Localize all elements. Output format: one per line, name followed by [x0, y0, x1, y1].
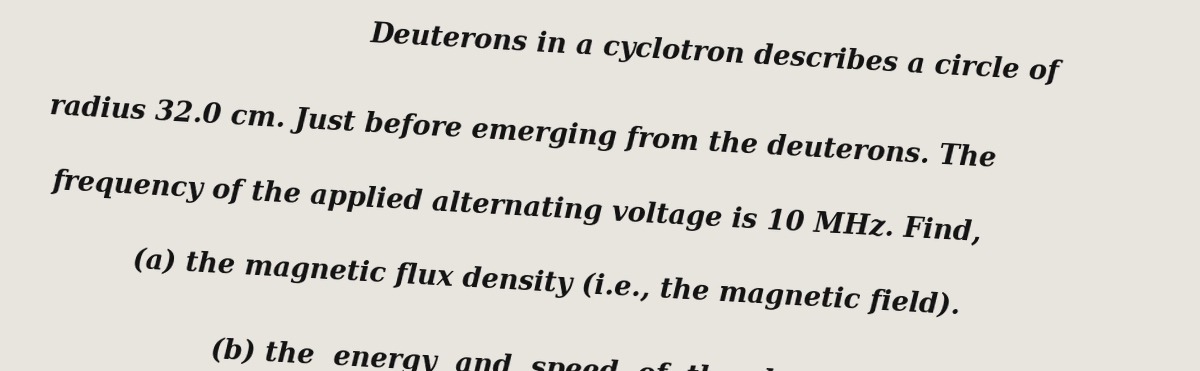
Text: radius 32.0 cm. Just before emerging from the deuterons. The: radius 32.0 cm. Just before emerging fro…	[49, 93, 997, 173]
Text: (b) the  energy  and  speed  of  the  deuterons  upon: (b) the energy and speed of the deuteron…	[210, 336, 1003, 371]
Text: Deuterons in a cyclotron describes a circle of: Deuterons in a cyclotron describes a cir…	[370, 20, 1060, 86]
Text: frequency of the applied alternating voltage is 10 MHz. Find,: frequency of the applied alternating vol…	[52, 168, 983, 247]
Text: (a) the magnetic flux density (i.e., the magnetic field).: (a) the magnetic flux density (i.e., the…	[132, 246, 961, 320]
